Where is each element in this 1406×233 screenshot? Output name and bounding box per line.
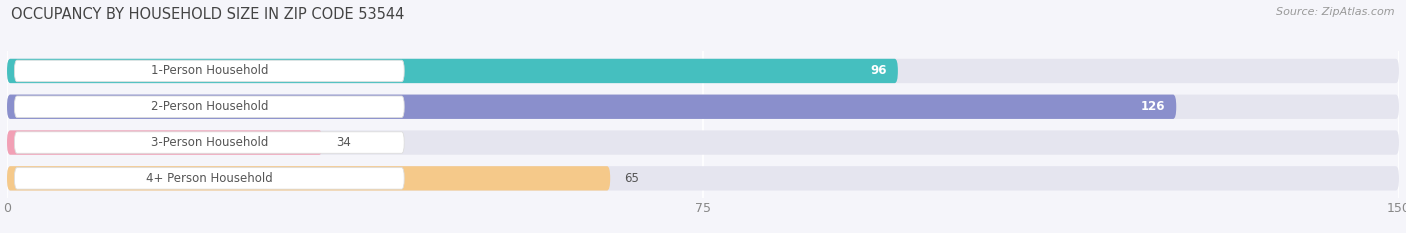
FancyBboxPatch shape <box>7 130 322 155</box>
FancyBboxPatch shape <box>14 132 404 153</box>
FancyBboxPatch shape <box>14 96 404 117</box>
FancyBboxPatch shape <box>14 60 404 82</box>
FancyBboxPatch shape <box>14 168 404 189</box>
Text: OCCUPANCY BY HOUSEHOLD SIZE IN ZIP CODE 53544: OCCUPANCY BY HOUSEHOLD SIZE IN ZIP CODE … <box>11 7 405 22</box>
Text: 4+ Person Household: 4+ Person Household <box>146 172 273 185</box>
FancyBboxPatch shape <box>7 166 1399 191</box>
Text: 96: 96 <box>870 65 887 77</box>
FancyBboxPatch shape <box>7 95 1399 119</box>
Text: Source: ZipAtlas.com: Source: ZipAtlas.com <box>1277 7 1395 17</box>
FancyBboxPatch shape <box>7 130 1399 155</box>
FancyBboxPatch shape <box>7 95 1177 119</box>
FancyBboxPatch shape <box>7 59 1399 83</box>
Text: 34: 34 <box>336 136 352 149</box>
Text: 2-Person Household: 2-Person Household <box>150 100 269 113</box>
FancyBboxPatch shape <box>7 166 610 191</box>
Text: 3-Person Household: 3-Person Household <box>150 136 269 149</box>
Text: 126: 126 <box>1140 100 1166 113</box>
FancyBboxPatch shape <box>7 59 898 83</box>
Text: 65: 65 <box>624 172 638 185</box>
Text: 1-Person Household: 1-Person Household <box>150 65 269 77</box>
